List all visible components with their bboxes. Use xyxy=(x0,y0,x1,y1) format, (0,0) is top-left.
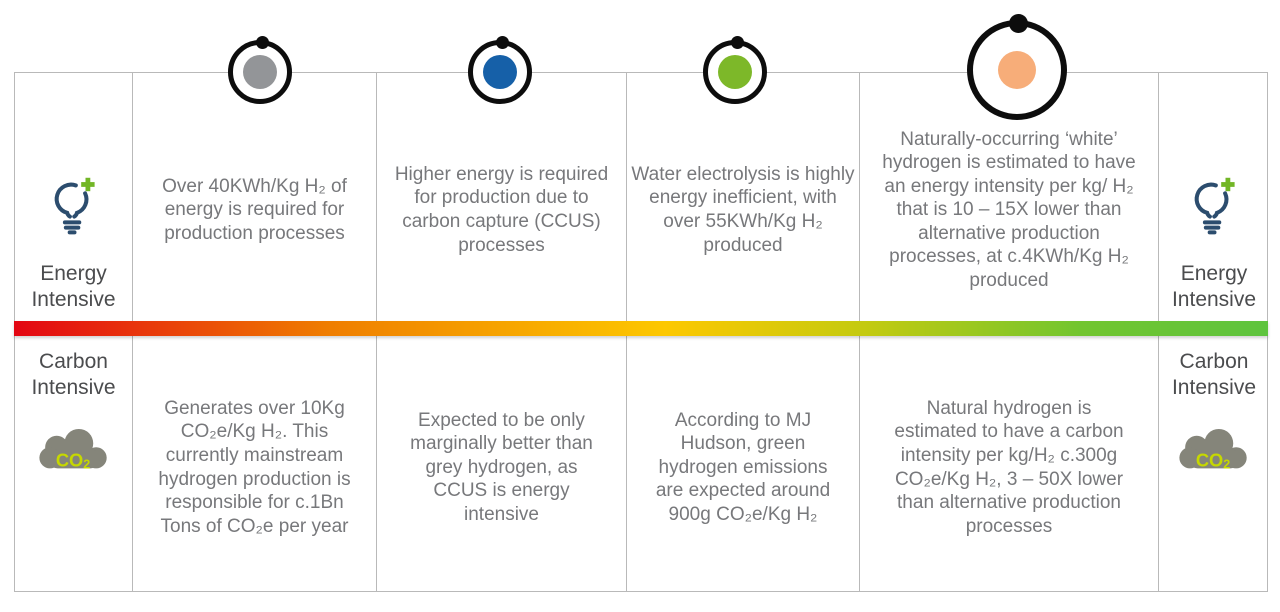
green-energy-text: Water electrolysis is highly energy inef… xyxy=(631,163,855,256)
co2-cloud-icon: CO2 xyxy=(38,429,107,472)
grey-carbon-text: Generates over 10Kg CO₂e/Kg H₂. This cur… xyxy=(158,397,351,537)
grey-hydrogen-energy-cell: Over 40KWh/Kg H₂ of energy is required f… xyxy=(133,73,376,321)
atom-nucleus xyxy=(483,55,517,89)
energy-intensive-label-right: Energy Intensive xyxy=(1159,73,1269,321)
carbon-intensive-label-right: Carbon Intensive CO2 xyxy=(1159,336,1269,593)
green-carbon-text: According to MJ Hudson, green hydrogen e… xyxy=(655,409,831,525)
green-hydrogen-carbon-cell: According to MJ Hudson, green hydrogen e… xyxy=(627,336,859,593)
white-hydrogen-carbon-cell: Natural hydrogen is estimated to have a … xyxy=(860,336,1158,593)
electron-dot-icon xyxy=(255,36,269,49)
blue-energy-text: Higher energy is required for production… xyxy=(394,163,609,256)
atom-green-icon xyxy=(703,36,767,104)
white-energy-text: Naturally-occurring ‘white’ hydrogen is … xyxy=(882,128,1136,291)
atom-white-icon xyxy=(967,14,1067,120)
comparison-table: Energy Intensive Over 40KWh/Kg H₂ of ene… xyxy=(14,72,1268,592)
carbon-intensive-text: Carbon Intensive xyxy=(31,350,116,400)
electron-dot-icon xyxy=(730,36,744,49)
svg-text:CO2: CO2 xyxy=(55,450,89,472)
white-carbon-text: Natural hydrogen is estimated to have a … xyxy=(894,397,1124,537)
blue-carbon-text: Expected to be only marginally better th… xyxy=(410,409,593,525)
energy-intensive-label-left: Energy Intensive xyxy=(15,73,132,321)
lightbulb-plus-icon xyxy=(54,177,95,235)
atom-blue-icon xyxy=(468,36,532,104)
blue-hydrogen-energy-cell: Higher energy is required for production… xyxy=(377,73,626,321)
carbon-intensive-text: Carbon Intensive xyxy=(1171,350,1257,400)
atom-nucleus xyxy=(718,55,752,89)
red-to-green-intensity-gradient-bar xyxy=(14,321,1268,336)
energy-intensive-text: Energy Intensive xyxy=(31,261,116,311)
atom-nucleus xyxy=(243,55,277,89)
svg-text:CO2: CO2 xyxy=(1196,450,1230,472)
green-hydrogen-energy-cell: Water electrolysis is highly energy inef… xyxy=(627,73,859,321)
blue-hydrogen-carbon-cell: Expected to be only marginally better th… xyxy=(377,336,626,593)
atom-grey-icon xyxy=(228,36,292,104)
electron-dot-icon xyxy=(495,36,509,49)
grey-hydrogen-carbon-cell: Generates over 10Kg CO₂e/Kg H₂. This cur… xyxy=(133,336,376,593)
electron-dot-icon xyxy=(1009,14,1028,33)
co2-cloud-icon: CO2 xyxy=(1179,429,1247,472)
atom-nucleus xyxy=(998,51,1036,89)
carbon-intensive-label-left: Carbon Intensive CO2 xyxy=(15,336,132,593)
grey-energy-text: Over 40KWh/Kg H₂ of energy is required f… xyxy=(162,175,347,244)
lightbulb-plus-icon xyxy=(1194,177,1235,235)
energy-intensive-text: Energy Intensive xyxy=(1171,261,1257,311)
white-hydrogen-energy-cell: Naturally-occurring ‘white’ hydrogen is … xyxy=(860,73,1158,321)
